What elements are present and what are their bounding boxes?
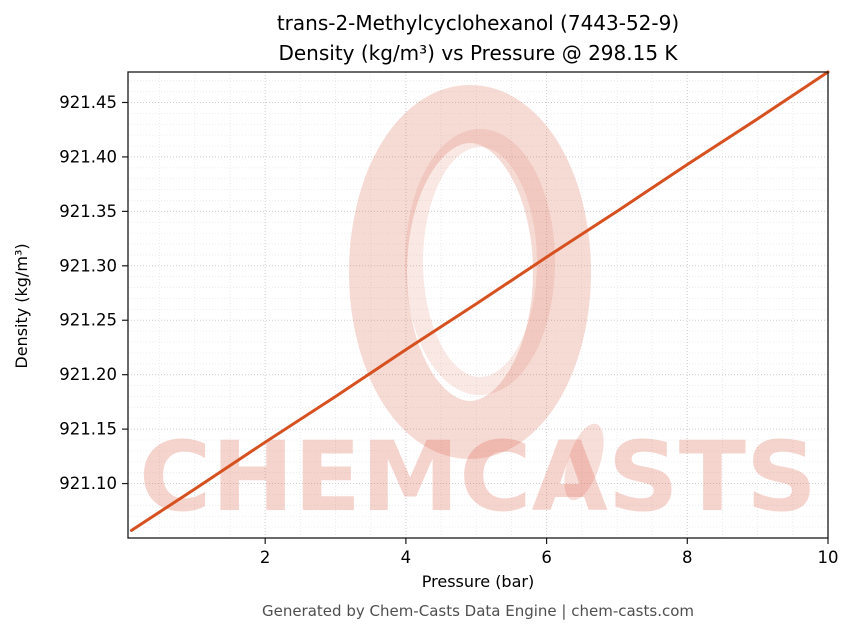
watermark-ring-icon: [349, 85, 591, 459]
axis-ticks: [122, 101, 829, 544]
y-tick-label: 921.15: [59, 420, 117, 439]
y-axis-label: Density (kg/m³): [12, 243, 31, 369]
watermark-ring-inner-icon: [405, 129, 555, 395]
x-tick-label: 10: [818, 548, 839, 567]
footer-attribution: Generated by Chem-Casts Data Engine | ch…: [261, 602, 695, 620]
y-tick-label: 921.35: [59, 202, 117, 221]
watermark-brush-tail-icon: [564, 423, 604, 501]
x-axis-label: Pressure (bar): [421, 572, 535, 591]
y-tick-label: 921.40: [59, 147, 117, 166]
chart-title: trans-2-Methylcyclohexanol (7443-52-9) D…: [100, 8, 856, 68]
chart-title-line2: Density (kg/m³) vs Pressure @ 298.15 K: [278, 41, 678, 65]
density-line: [130, 70, 830, 532]
x-tick-label: 4: [401, 548, 412, 567]
x-tick-label: 8: [682, 548, 693, 567]
y-tick-label: 921.25: [59, 311, 117, 330]
watermark-text: CHEMCASTS: [139, 421, 817, 533]
y-tick-label: 921.45: [59, 93, 117, 112]
axis-tick-labels: 2 4 6 8 10 921.10 921.15 921.20 921.25 921.30 921.…: [59, 93, 838, 567]
chemcasts-watermark: CHEMCASTS: [139, 85, 817, 533]
y-tick-label: 921.20: [59, 365, 117, 384]
y-tick-label: 921.10: [59, 474, 117, 493]
plot-border: [127, 71, 829, 539]
y-tick-label: 921.30: [59, 256, 117, 275]
x-tick-label: 2: [260, 548, 271, 567]
x-tick-label: 6: [541, 548, 552, 567]
chart-title-line1: trans-2-Methylcyclohexanol (7443-52-9): [276, 11, 680, 35]
density-line-series: [130, 70, 830, 532]
